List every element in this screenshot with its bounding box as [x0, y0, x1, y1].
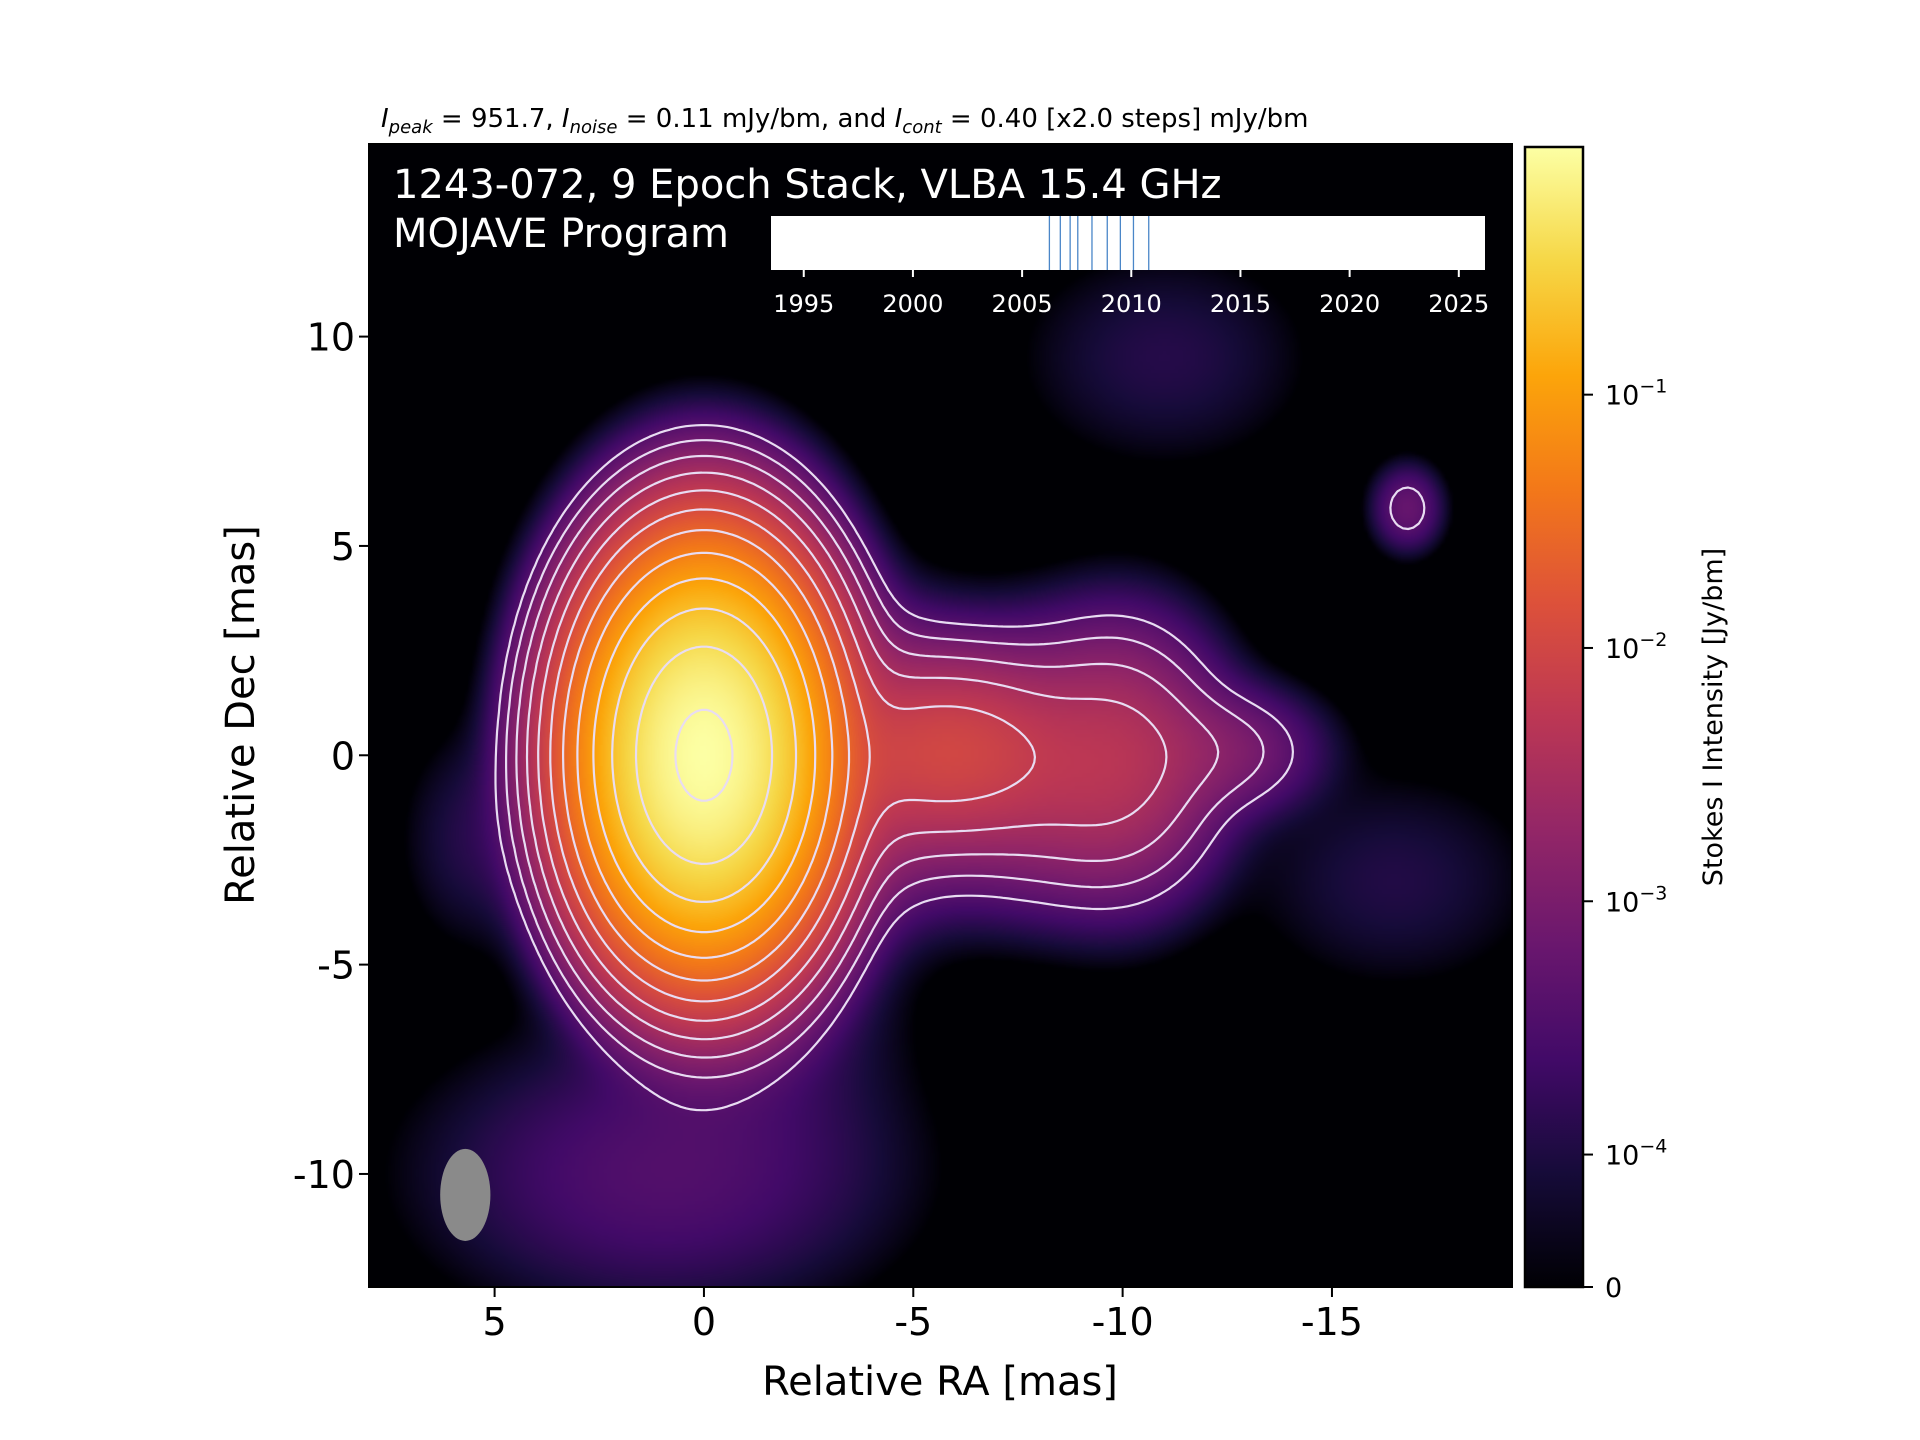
- y-tick-label: 5: [331, 525, 355, 569]
- cont-subscript: cont: [902, 117, 942, 138]
- y-axis-label: Relative Dec [mas]: [218, 525, 264, 905]
- colorbar-tick-label: 10−4: [1605, 1136, 1667, 1172]
- peak-subscript: peak: [388, 117, 435, 138]
- y-tick-label: 0: [331, 734, 355, 778]
- y-tick-label: -5: [317, 944, 355, 988]
- colorbar-ticks: 10−1 10−2 10−3 10−4 0: [1583, 376, 1667, 1304]
- y-tick-label: 10: [307, 316, 355, 360]
- beam-ellipse: [440, 1148, 491, 1241]
- x-tick-label: -15: [1301, 1300, 1363, 1344]
- colorbar-gradient: [1523, 145, 1585, 1289]
- x-axis-label: Relative RA [mas]: [762, 1359, 1118, 1405]
- image-frame: [368, 143, 1513, 1288]
- x-tick-label: -10: [1092, 1300, 1154, 1344]
- contour-level-4: [525, 471, 1168, 1041]
- image-title-line2: MOJAVE Program: [393, 211, 729, 257]
- contour-level-1: [494, 424, 1426, 1112]
- intensity-map: [369, 144, 1512, 1287]
- contour-level-12: [674, 708, 734, 802]
- x-tick-label: 0: [692, 1300, 716, 1344]
- contour-level-3: [515, 454, 1220, 1059]
- colorbar-tick-label: 0: [1605, 1273, 1622, 1304]
- timeline-tick-label: 2015: [1210, 290, 1271, 318]
- timeline-box: [771, 216, 1485, 270]
- cont-symbol: I: [895, 104, 903, 134]
- timeline-tick-label: 2010: [1101, 290, 1162, 318]
- timeline-tick-label: 2005: [992, 290, 1053, 318]
- timeline-tick-label: 2000: [882, 290, 943, 318]
- x-tick-label: -5: [894, 1300, 932, 1344]
- x-axis: 5 0 -5 -10 -15: [483, 1287, 1363, 1344]
- peak-text: = 951.7,: [433, 104, 562, 134]
- colorbar-tick-label: 10−1: [1605, 376, 1667, 412]
- contour-level-7: [562, 529, 851, 982]
- contour-level-6: [549, 508, 871, 1003]
- image-title-line1: 1243-072, 9 Epoch Stack, VLBA 15.4 GHz: [393, 162, 1222, 208]
- x-tick-label: 5: [483, 1300, 507, 1344]
- noise-symbol: I: [562, 104, 570, 134]
- epoch-timeline: 1995 2000 2005 2010 2015 2020 2025: [771, 216, 1489, 318]
- timeline-tick-label: 2025: [1428, 290, 1489, 318]
- colorbar-tick-label: 10−3: [1605, 882, 1667, 918]
- colorbar-tick-label: 10−2: [1605, 629, 1667, 665]
- contour-level-8: [576, 551, 834, 959]
- noise-text: = 0.11 mJy/bm, and: [617, 104, 894, 134]
- noise-subscript: noise: [570, 117, 618, 138]
- peak-symbol: I: [381, 104, 389, 134]
- contour-level-2: [505, 439, 1265, 1079]
- colorbar: 10−1 10−2 10−3 10−4 0 Stokes I Intensity [Jy…: [1523, 145, 1729, 1304]
- contour-level-5: [537, 489, 1036, 1022]
- y-axis: 10 5 0 -5 -10: [293, 316, 369, 1197]
- contour-level-11: [634, 645, 774, 865]
- timeline-tick-label: 1995: [773, 290, 834, 318]
- image-panel: 1243-072, 9 Epoch Stack, VLBA 15.4 GHz M…: [368, 143, 1513, 1288]
- contour-layer: [494, 424, 1426, 1112]
- contour-level-9: [592, 577, 817, 934]
- timeline-tick-label: 2020: [1319, 290, 1380, 318]
- y-tick-label: -10: [293, 1153, 355, 1197]
- plot-header: Ipeak = 951.7, Inoise = 0.11 mJy/bm, and…: [381, 104, 1308, 138]
- colorbar-label: Stokes I Intensity [Jy/bm]: [1698, 548, 1729, 886]
- cont-text: = 0.40 [x2.0 steps] mJy/bm: [942, 104, 1309, 134]
- contour-level-10: [611, 607, 798, 903]
